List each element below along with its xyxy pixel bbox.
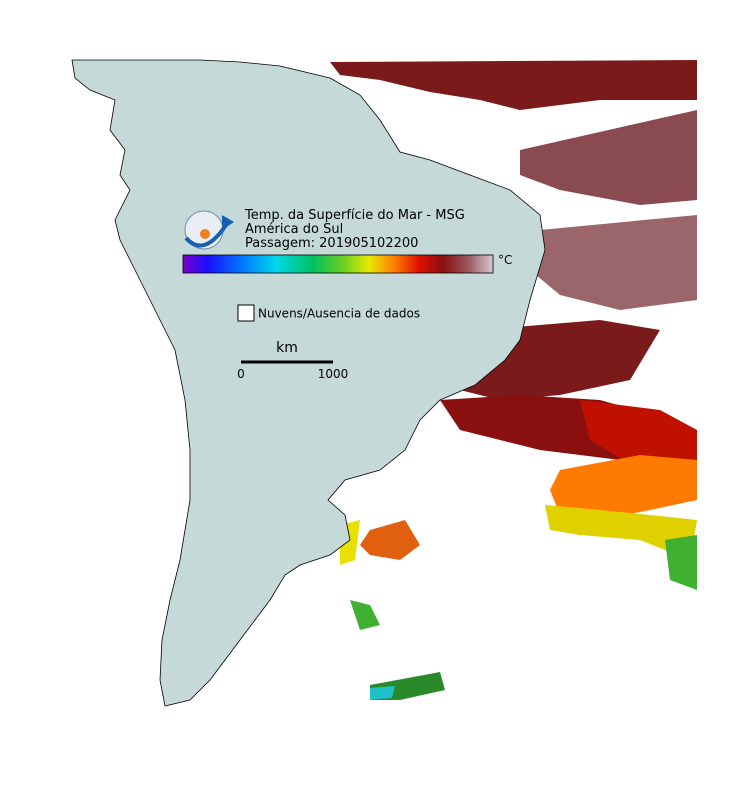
colorbar bbox=[182, 254, 494, 274]
title: Temp. da Superfície do Mar - MSG bbox=[244, 208, 465, 223]
logo bbox=[184, 210, 234, 250]
legend-label: Nuvens/Ausencia de dados bbox=[258, 307, 420, 321]
legend-swatch bbox=[237, 304, 255, 322]
pass-time: Passagem: 201905102200 bbox=[245, 236, 418, 251]
sst-patches bbox=[330, 60, 697, 700]
scale-unit: km bbox=[276, 340, 298, 356]
region: América do Sul bbox=[245, 222, 343, 237]
scale-start: 0 bbox=[237, 367, 245, 381]
scale-end: 1000 bbox=[318, 367, 349, 381]
colorbar-unit: °C bbox=[498, 253, 512, 267]
